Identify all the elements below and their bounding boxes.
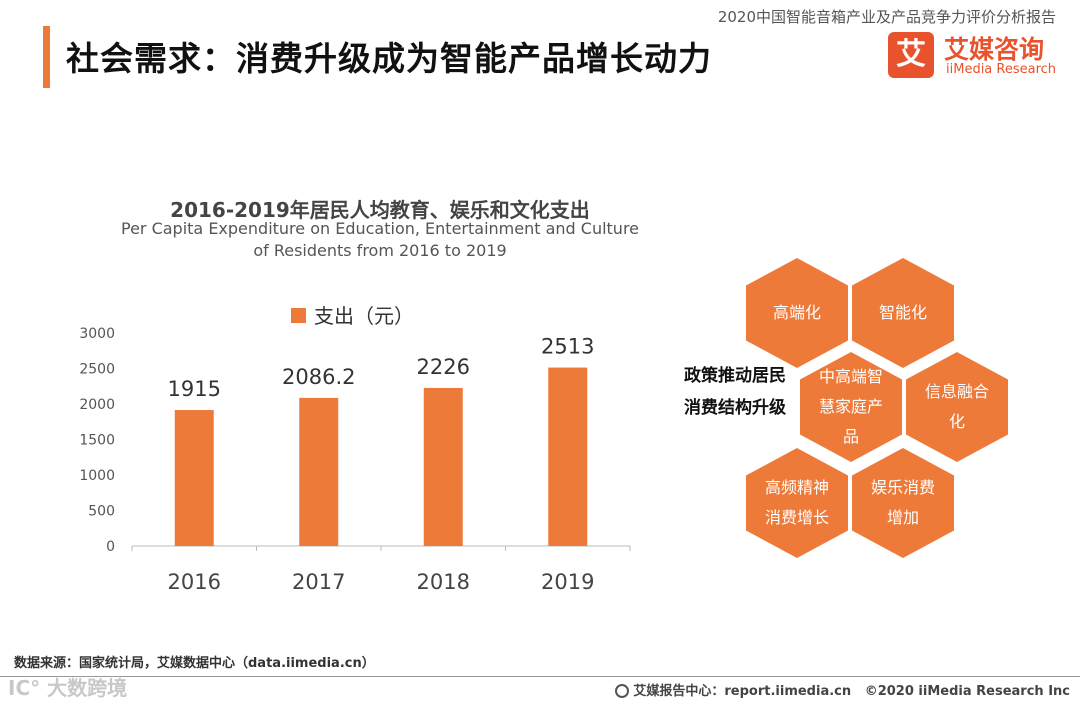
logo-cn-text: 艾媒咨询 xyxy=(944,35,1045,64)
logo-en-text: iiMedia Research xyxy=(946,62,1057,77)
copyright: ©2020 iiMedia Research Inc xyxy=(864,684,1070,699)
x-tick-label: 2019 xyxy=(541,570,594,594)
hex-spiritual-consumption: 高频精神消费增长 xyxy=(746,448,848,558)
logo-mark-icon: 艾 xyxy=(888,32,934,78)
chart-subtitle-line-1: Per Capita Expenditure on Education, Ent… xyxy=(120,219,640,238)
watermark: IC° 大数跨境 xyxy=(8,676,128,700)
legend-label: 支出（元） xyxy=(314,304,414,328)
report-name: 2020中国智能音箱产业及产品竞争力评价分析报告 xyxy=(717,8,1056,26)
iimedia-logo: 艾 艾媒咨询 iiMedia Research xyxy=(888,30,1068,80)
y-tick-label: 500 xyxy=(88,504,115,520)
footer-divider xyxy=(0,676,1080,677)
hex-entertainment-consumption: 娱乐消费增加 xyxy=(852,448,954,558)
chart-title: 2016-2019年居民人均教育、娱乐和文化支出 xyxy=(170,198,590,222)
x-tick-label: 2016 xyxy=(168,570,221,594)
y-tick-label: 2500 xyxy=(79,362,115,378)
hex-high-end: 高端化 xyxy=(746,258,848,368)
hex-smart-home: 中高端智慧家庭产品 xyxy=(800,352,902,462)
y-tick-label: 1500 xyxy=(79,433,115,449)
data-source: 数据来源：国家统计局，艾媒数据中心（data.iimedia.cn） xyxy=(14,656,375,671)
y-tick-label: 1000 xyxy=(79,468,115,484)
globe-icon xyxy=(615,684,630,698)
legend-swatch xyxy=(291,308,306,323)
footer-credits: 艾媒报告中心：report.iimedia.cn ©2020 iiMedia R… xyxy=(615,680,1070,699)
bar xyxy=(299,397,339,546)
bar xyxy=(548,367,588,546)
bar xyxy=(174,410,214,546)
data-label: 2226 xyxy=(417,355,470,379)
title-accent-bar xyxy=(43,26,50,88)
bar-chart: 支出（元） 0 500 1000 1500 2000 2500 3000 1915 2016 208… xyxy=(79,304,631,594)
y-tick-label: 0 xyxy=(106,539,115,555)
x-tick-label: 2018 xyxy=(417,570,470,594)
chart-subtitle-line-2: of Residents from 2016 to 2019 xyxy=(253,241,507,260)
page-title: 社会需求：消费升级成为智能产品增长动力 xyxy=(66,39,712,78)
y-tick-label: 3000 xyxy=(79,326,115,342)
policy-label: 政策推动居民消费结构升级 xyxy=(684,366,786,418)
data-label: 2086.2 xyxy=(282,365,355,389)
hex-intelligent: 智能化 xyxy=(852,258,954,368)
hex-info-fusion: 信息融合化 xyxy=(906,352,1008,462)
report-center-link[interactable]: 艾媒报告中心：report.iimedia.cn xyxy=(633,684,852,699)
data-label: 1915 xyxy=(168,377,221,401)
data-label: 2513 xyxy=(541,335,594,359)
y-tick-label: 2000 xyxy=(79,397,115,413)
bar xyxy=(423,387,463,546)
x-tick-label: 2017 xyxy=(292,570,345,594)
